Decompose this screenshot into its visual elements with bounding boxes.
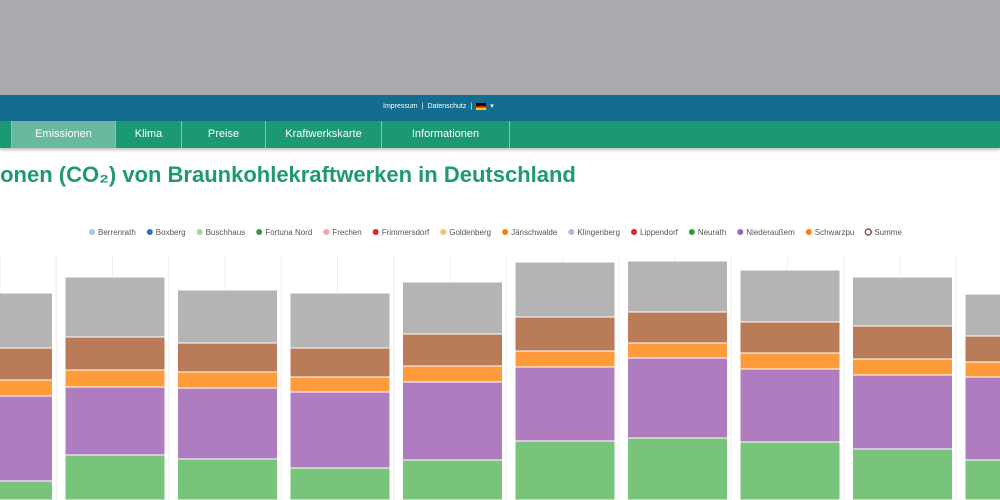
bar-segment [64, 276, 166, 338]
bar-segment [514, 350, 616, 368]
legend-label: Niederaußem [746, 228, 795, 237]
legend-label: Frimmersdorf [382, 228, 430, 237]
bar-segment [852, 358, 953, 376]
bar-segment [852, 374, 953, 450]
bar-segment [177, 458, 278, 500]
bar-segment [0, 292, 53, 349]
bar-segment [964, 361, 1000, 378]
bar-segment [514, 366, 616, 442]
bar-segment [289, 467, 391, 500]
bar-segment [0, 347, 53, 381]
legend-marker [568, 229, 575, 235]
legend-label: Boxberg [156, 228, 186, 237]
bar-segment [627, 437, 728, 500]
legend-marker [805, 229, 812, 235]
legend-marker [688, 229, 695, 235]
legend-label: Fortuna Nord [265, 228, 312, 237]
legend-label: Frechen [332, 228, 361, 237]
browser-background [0, 0, 1000, 95]
bar-segment [289, 347, 391, 378]
bar-segment [739, 321, 841, 354]
bar-segment [739, 352, 841, 370]
legend-marker [502, 229, 509, 235]
bar-segment [0, 395, 53, 482]
legend-label: Lippendorf [640, 228, 679, 237]
bar-segment [514, 261, 616, 318]
legend-marker [631, 229, 638, 235]
link[interactable]: Impressum [383, 102, 418, 110]
legend-label: Buschhaus [206, 228, 246, 237]
menu-item[interactable]: Emissionen [12, 121, 116, 148]
bar-segment [627, 357, 728, 439]
bar-segment [514, 440, 616, 500]
legend-label: Summe [874, 228, 902, 237]
menu-item[interactable]: Informationen [382, 121, 510, 148]
bar-segment [177, 289, 278, 344]
bar-segment [739, 441, 841, 500]
legend-marker [146, 229, 153, 235]
bar-segment [852, 325, 953, 360]
bar-segment [402, 365, 503, 383]
bar-segment [177, 387, 278, 460]
bar-segment [964, 293, 1000, 337]
bar-segment [964, 376, 1000, 461]
bar-segment [177, 371, 278, 389]
bar-segment [177, 342, 278, 373]
legend-marker [864, 228, 873, 236]
bar-segment [0, 379, 53, 397]
chart-title: ionen (CO₂) von Braunkohlekraftwerken in… [0, 162, 576, 187]
language-flag[interactable] [476, 102, 487, 110]
bar-segment [64, 386, 166, 456]
legend-marker [440, 229, 447, 235]
bar-segment [627, 260, 728, 313]
top-links: Impressum | Datenschutz | ▾ [383, 102, 494, 110]
legend-label: Berrenrath [98, 228, 136, 237]
bar-segment [289, 292, 391, 349]
bar-segment [852, 276, 953, 327]
legend-marker [196, 229, 203, 235]
legend-marker [372, 229, 379, 235]
legend-label: Jänschwalde [511, 228, 558, 237]
bar-segment [739, 269, 841, 323]
legend-marker [323, 229, 330, 235]
chart: ionen (CO₂) von Braunkohlekraftwerken in… [0, 162, 1000, 500]
menu-item[interactable]: Klima [116, 121, 182, 148]
bar-segment [739, 368, 841, 443]
legend-marker [256, 229, 263, 235]
bar-segment [402, 281, 503, 335]
bar-segment [964, 459, 1000, 500]
bar-segment [402, 333, 503, 367]
bar-segment [0, 480, 53, 500]
link[interactable]: Datenschutz [427, 102, 467, 110]
bar-segment [64, 454, 166, 500]
bar-segment [402, 381, 503, 461]
legend-label: Klingenberg [577, 228, 620, 237]
bar-segment [402, 459, 503, 500]
top-bar: Impressum | Datenschutz | ▾ [0, 95, 1000, 121]
legend-label: Neurath [698, 228, 726, 237]
legend-marker [737, 229, 744, 235]
bar-segment [627, 342, 728, 359]
bar-segment [964, 335, 1000, 363]
bar-segment [64, 336, 166, 371]
legend-label: Goldenberg [449, 228, 491, 237]
legend-marker [89, 229, 95, 235]
bar-segment [289, 376, 391, 393]
bar-segment [852, 448, 953, 500]
menu-item[interactable] [0, 121, 12, 148]
bar-segment [64, 369, 166, 388]
menu-item[interactable]: Kraftwerkskarte [266, 121, 382, 148]
bar-segment [514, 316, 616, 352]
legend-label: Schwarzpu [815, 228, 855, 237]
bar-segment [289, 391, 391, 469]
bar-segment [627, 311, 728, 344]
menu-item[interactable]: Preise [182, 121, 266, 148]
menu-bar: Emissionen Klima Preise Kraftwerkskarte Info… [0, 121, 1000, 148]
